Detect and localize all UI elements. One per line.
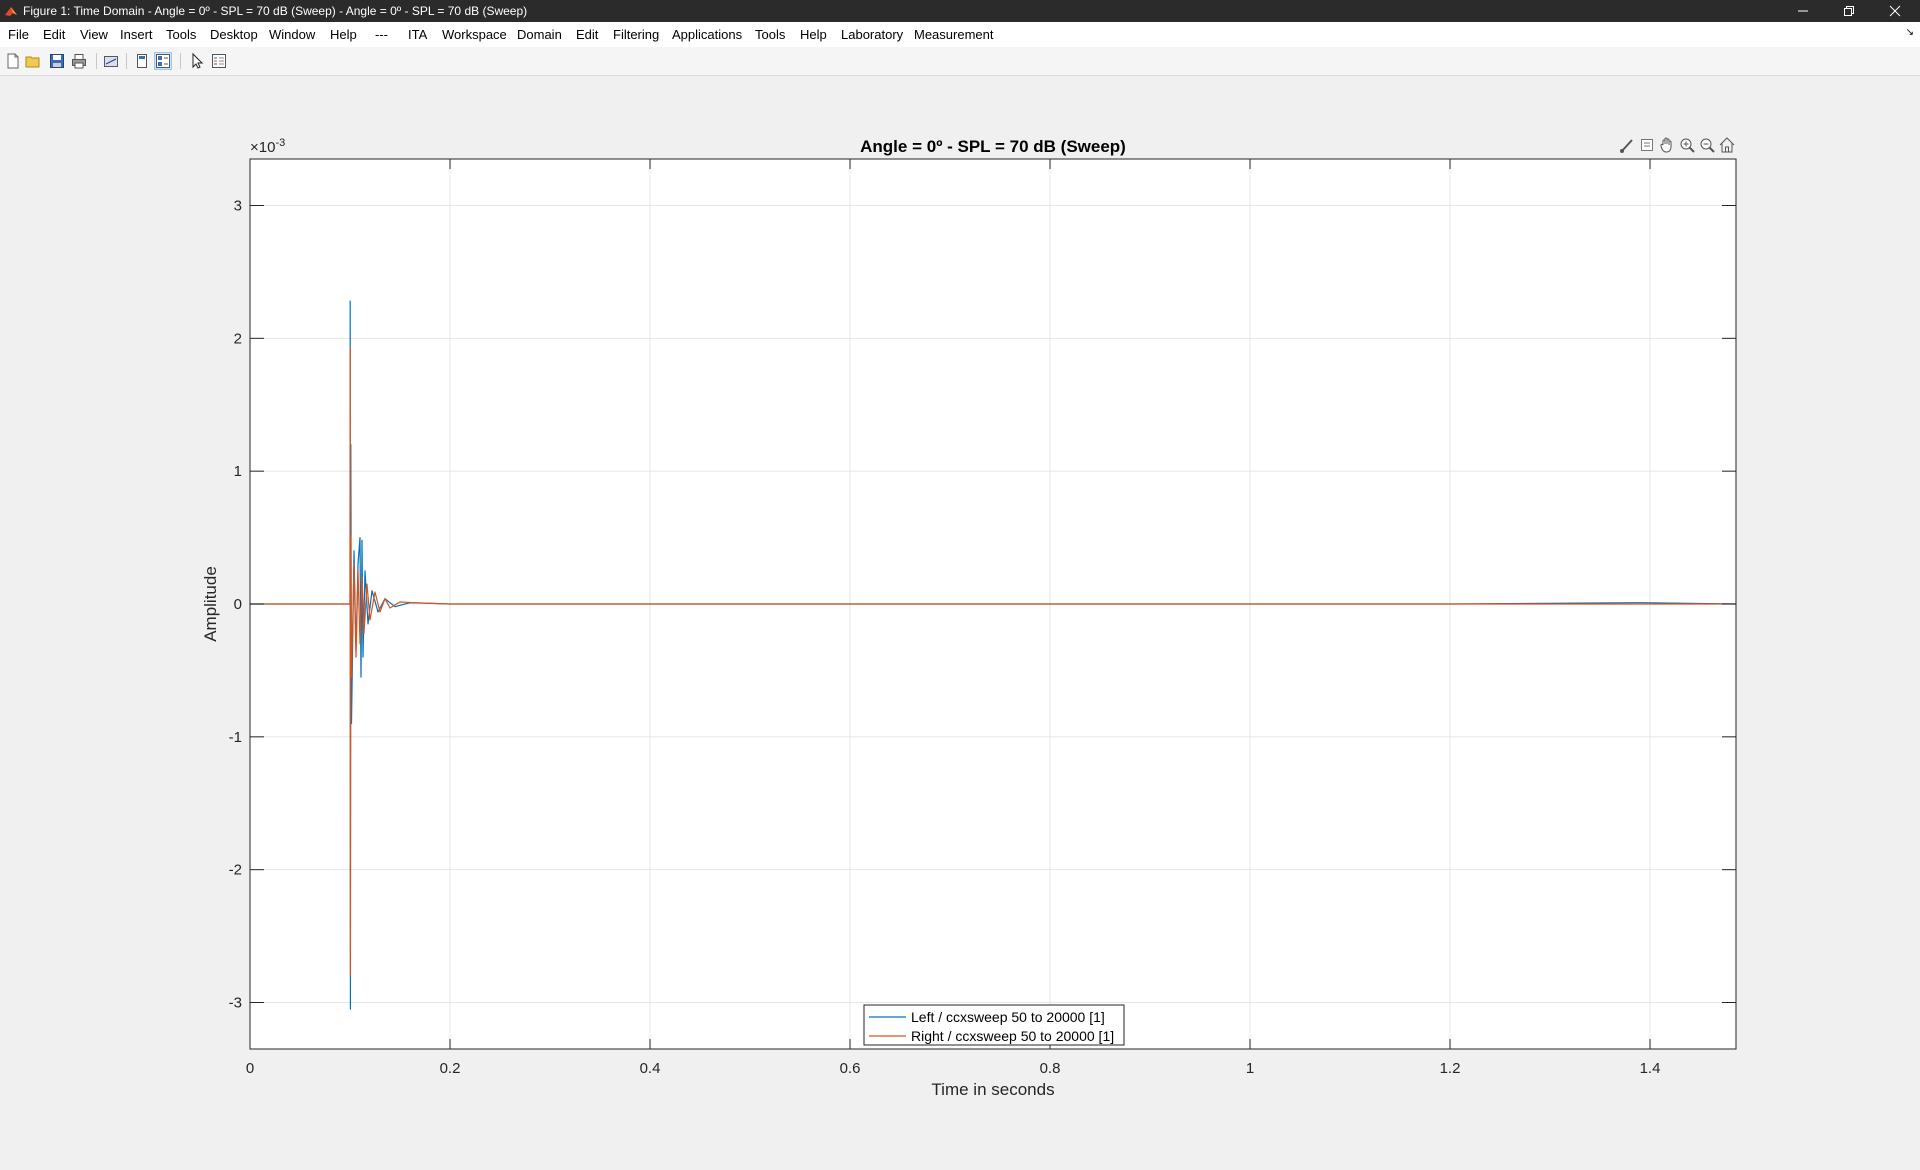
menu-domain[interactable]: Domain xyxy=(517,27,562,42)
toolbar-separator xyxy=(180,53,181,69)
menu-view[interactable]: View xyxy=(80,27,108,42)
pan-hand-icon[interactable] xyxy=(1658,136,1676,154)
x-tick-label: 1.4 xyxy=(1640,1060,1661,1077)
y-tick-label: 2 xyxy=(234,330,242,347)
x-tick-label: 1 xyxy=(1246,1060,1254,1077)
figure-toolbar xyxy=(0,47,1920,76)
x-axis-label: Time in seconds xyxy=(931,1080,1054,1099)
legend-box xyxy=(863,1004,1125,1046)
close-icon xyxy=(1889,5,1901,17)
menu-file[interactable]: File xyxy=(8,27,29,42)
y-tick-label: -2 xyxy=(229,862,242,879)
save-icon[interactable] xyxy=(48,52,66,70)
menu-insert[interactable]: Insert xyxy=(120,27,153,42)
y-tick-label: 0 xyxy=(234,596,242,613)
x-tick-label: 0.6 xyxy=(840,1060,861,1077)
legend-entry-right: Right / ccxsweep 50 to 20000 [1] xyxy=(911,1028,1114,1044)
toolbar-separator xyxy=(96,53,97,69)
menu-filtering[interactable]: Filtering xyxy=(613,27,660,42)
series-right-line xyxy=(250,347,1736,977)
y-exponent-base: ×10 xyxy=(250,139,275,156)
x-tick-labels: 0 0.2 0.4 0.6 0.8 1 1.2 1.4 xyxy=(246,1060,1661,1077)
y-axis-label: Amplitude xyxy=(201,566,220,642)
open-file-icon[interactable] xyxy=(24,52,42,70)
menu-separator-item[interactable]: --- xyxy=(375,27,388,42)
y-exponent-label: ×10-3 xyxy=(250,137,285,156)
chart-title: Angle = 0º - SPL = 70 dB (Sweep) xyxy=(860,137,1126,156)
x-tick-label: 0.4 xyxy=(640,1060,661,1077)
y-exponent-power: -3 xyxy=(275,137,285,149)
menu-help[interactable]: Help xyxy=(330,27,357,42)
show-plot-tools-button[interactable] xyxy=(154,52,172,70)
menu-bar: File Edit View Insert Tools Desktop Wind… xyxy=(0,22,1920,47)
insert-legend-icon[interactable] xyxy=(210,52,228,70)
menu-tools-ita[interactable]: Tools xyxy=(755,27,786,42)
new-figure-icon[interactable] xyxy=(4,52,22,70)
menu-desktop[interactable]: Desktop xyxy=(210,27,258,42)
minimize-icon xyxy=(1798,10,1808,12)
menu-edit-ita[interactable]: Edit xyxy=(576,27,599,42)
menu-measurement[interactable]: Measurement xyxy=(914,27,994,42)
figure-canvas: 0 0.2 0.4 0.6 0.8 1 1.2 1.4 3 2 1 0 -1 -2 -3 Angle = … xyxy=(201,137,1737,1099)
x-tick-label: 0.8 xyxy=(1040,1060,1061,1077)
series-layer xyxy=(250,300,1737,1010)
toolbar-separator xyxy=(126,53,127,69)
y-tick-label: 1 xyxy=(234,463,242,480)
window-titlebar: Figure 1: Time Domain - Angle = 0º - SPL… xyxy=(0,0,1920,22)
minimize-button[interactable] xyxy=(1780,0,1826,22)
show-plot-tools-icon xyxy=(156,54,170,68)
restore-view-home-icon[interactable] xyxy=(1718,136,1736,154)
legend-entry-left: Left / ccxsweep 50 to 20000 [1] xyxy=(911,1009,1105,1025)
print-icon[interactable] xyxy=(70,52,88,70)
menu-window[interactable]: Window xyxy=(269,27,316,42)
zoom-in-icon[interactable] xyxy=(1678,136,1696,154)
hide-plot-tools-icon[interactable] xyxy=(133,52,151,70)
data-tips-icon[interactable] xyxy=(1638,136,1656,154)
close-button[interactable] xyxy=(1872,0,1918,22)
y-tick-label: -3 xyxy=(229,995,242,1012)
brush-icon[interactable] xyxy=(1618,136,1636,154)
y-tick-label: -1 xyxy=(229,729,242,746)
matlab-logo-icon xyxy=(5,7,17,16)
menu-applications[interactable]: Applications xyxy=(672,27,743,42)
menu-tools[interactable]: Tools xyxy=(166,27,197,42)
menu-laboratory[interactable]: Laboratory xyxy=(841,27,904,42)
y-tick-labels: 3 2 1 0 -1 -2 -3 xyxy=(229,197,242,1011)
window-title: Figure 1: Time Domain - Angle = 0º - SPL… xyxy=(23,4,528,18)
restore-button[interactable] xyxy=(1826,0,1872,22)
menu-edit[interactable]: Edit xyxy=(43,27,66,42)
x-tick-label: 0.2 xyxy=(440,1060,461,1077)
link-plot-icon[interactable] xyxy=(102,52,120,70)
edit-plot-arrow-icon[interactable] xyxy=(188,52,206,70)
y-tick-label: 3 xyxy=(234,197,242,214)
menu-help-ita[interactable]: Help xyxy=(800,27,827,42)
menu-workspace[interactable]: Workspace xyxy=(442,27,507,42)
legend[interactable]: Left / ccxsweep 50 to 20000 [1] Right / … xyxy=(863,1004,1125,1046)
expand-menu-icon[interactable]: ↘ xyxy=(1905,27,1914,38)
menu-ita[interactable]: ITA xyxy=(408,27,428,42)
x-tick-label: 1.2 xyxy=(1440,1060,1461,1077)
tick-marks xyxy=(249,159,1736,1049)
restore-icon xyxy=(1844,6,1854,16)
zoom-out-icon[interactable] xyxy=(1698,136,1716,154)
x-tick-label: 0 xyxy=(246,1060,254,1077)
